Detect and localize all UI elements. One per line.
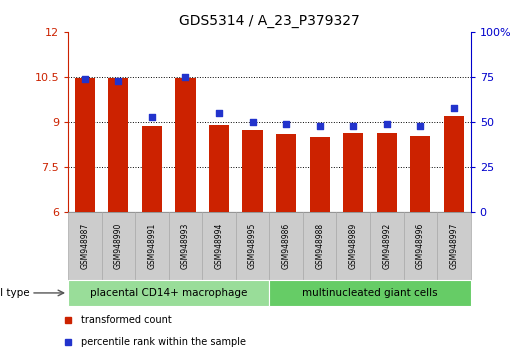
Point	[81, 76, 89, 82]
Text: GSM948990: GSM948990	[114, 223, 123, 269]
Text: GSM948996: GSM948996	[416, 223, 425, 269]
Bar	[410, 136, 430, 212]
Bar	[108, 79, 128, 212]
Text: GSM948992: GSM948992	[382, 223, 391, 269]
Bar	[370, 212, 404, 280]
Point	[416, 123, 425, 129]
Bar	[269, 212, 303, 280]
Text: GSM948989: GSM948989	[349, 223, 358, 269]
Title: GDS5314 / A_23_P379327: GDS5314 / A_23_P379327	[179, 14, 360, 28]
Point	[315, 123, 324, 129]
Text: cell type: cell type	[0, 288, 29, 298]
Text: GSM948994: GSM948994	[214, 223, 223, 269]
Bar	[276, 134, 296, 212]
Text: GSM948988: GSM948988	[315, 223, 324, 269]
Bar	[336, 212, 370, 280]
Bar	[236, 212, 269, 280]
Point	[383, 121, 391, 127]
Bar	[437, 212, 471, 280]
Point	[349, 123, 357, 129]
Text: GSM948987: GSM948987	[80, 223, 89, 269]
Text: percentile rank within the sample: percentile rank within the sample	[81, 337, 246, 347]
Bar	[404, 212, 437, 280]
Text: transformed count: transformed count	[81, 315, 172, 325]
Bar	[135, 212, 168, 280]
Bar	[310, 137, 329, 212]
Point	[181, 74, 190, 80]
Bar	[209, 125, 229, 212]
Point	[450, 105, 458, 110]
Bar	[101, 212, 135, 280]
Point	[215, 110, 223, 116]
Bar	[75, 78, 95, 212]
Text: GSM948993: GSM948993	[181, 223, 190, 269]
Bar	[243, 130, 263, 212]
Point	[282, 121, 290, 127]
Point	[147, 114, 156, 120]
Bar	[377, 133, 397, 212]
Text: multinucleated giant cells: multinucleated giant cells	[302, 288, 438, 298]
Text: GSM948991: GSM948991	[147, 223, 156, 269]
Bar	[68, 212, 101, 280]
Bar	[142, 126, 162, 212]
Point	[248, 119, 257, 125]
Bar	[269, 280, 471, 306]
Text: GSM948997: GSM948997	[449, 223, 459, 269]
Bar	[175, 78, 196, 212]
Text: GSM948995: GSM948995	[248, 223, 257, 269]
Text: placental CD14+ macrophage: placental CD14+ macrophage	[90, 288, 247, 298]
Point	[114, 78, 122, 84]
Bar	[343, 133, 363, 212]
Bar	[202, 212, 236, 280]
Bar	[444, 116, 464, 212]
Bar	[303, 212, 336, 280]
Bar	[168, 212, 202, 280]
Text: GSM948986: GSM948986	[281, 223, 291, 269]
Bar	[68, 280, 269, 306]
